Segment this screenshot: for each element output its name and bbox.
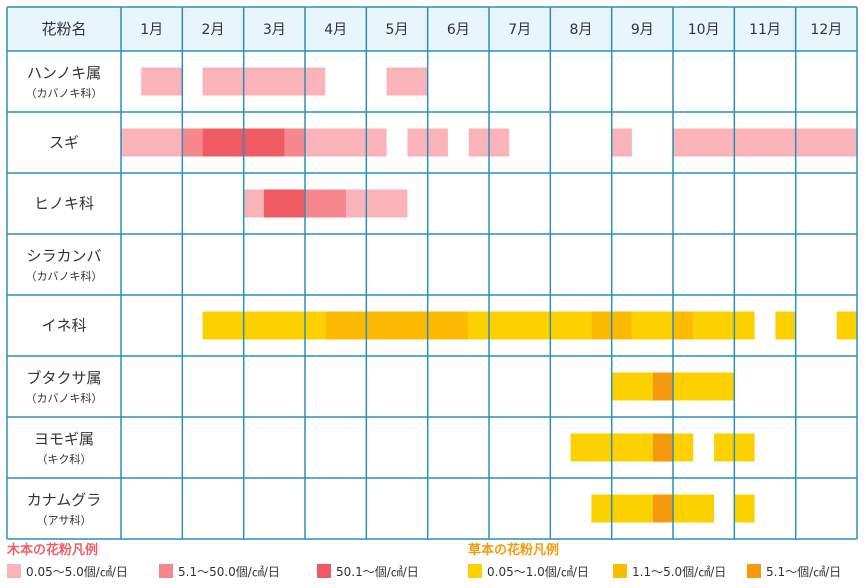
grass-legend-swatch-low — [468, 564, 482, 578]
row-name-7: ヨモギ属 — [34, 430, 94, 448]
grass-legend-item-mid: 1.1〜5.0個/㎠/日 — [613, 562, 726, 580]
tree-legend-label-mid: 5.1〜50.0個/㎠/日 — [178, 564, 280, 579]
grass-legend-item-low: 0.05〜1.0個/㎠/日 — [468, 562, 589, 580]
tree-legend-swatch-low — [7, 564, 21, 578]
month-label-12: 12月 — [810, 22, 842, 38]
pollen-bar-5-4 — [591, 311, 612, 340]
pollen-bar-5-6 — [631, 311, 673, 340]
tree-legend-item-low: 0.05〜5.0個/㎠/日 — [7, 562, 128, 580]
grass-legend-label-mid: 1.1〜5.0個/㎠/日 — [632, 564, 727, 579]
pollen-bar-3-1 — [243, 189, 264, 218]
pollen-bar-2-2 — [182, 128, 203, 157]
month-label-10: 10月 — [688, 22, 720, 38]
grass-legend-label-low: 0.05〜1.0個/㎠/日 — [487, 564, 589, 579]
pollen-bar-6-2 — [652, 372, 673, 401]
month-label-9: 9月 — [631, 22, 654, 38]
pollen-bar-5-8 — [693, 311, 755, 340]
pollen-bar-2-1 — [121, 128, 183, 157]
tree-legend-label-high: 50.1〜個/㎠/日 — [336, 564, 419, 579]
grass-legend-item-high: 5.1〜個/㎠/日 — [747, 562, 841, 580]
month-label-7: 7月 — [508, 22, 531, 38]
grass-legend-title: 草本の花粉凡例 — [468, 543, 560, 558]
row-subname-6: （カバノキ科） — [26, 391, 103, 405]
row-name-1: ハンノキ属 — [27, 64, 101, 82]
pollen-bar-2-5 — [284, 128, 305, 157]
month-label-2: 2月 — [202, 22, 225, 38]
month-label-4: 4月 — [324, 22, 347, 38]
pollen-bar-1-3 — [386, 67, 428, 96]
header-background — [7, 7, 857, 51]
row-name-8: カナムグラ — [27, 491, 102, 509]
month-label-8: 8月 — [570, 22, 593, 38]
row-name-6: ブタクサ属 — [26, 369, 101, 387]
pollen-bar-6-1 — [611, 372, 653, 401]
pollen-bar-5-7 — [673, 311, 694, 340]
pollen-bar-7-2 — [652, 433, 673, 462]
tree-legend-item-high: 50.1〜個/㎠/日 — [317, 562, 419, 580]
month-label-3: 3月 — [263, 22, 286, 38]
pollen-bar-2-9 — [611, 128, 632, 157]
tree-legend-label-low: 0.05〜5.0個/㎠/日 — [26, 564, 128, 579]
month-label-1: 1月 — [140, 22, 163, 38]
tree-legend-swatch-mid — [159, 564, 173, 578]
row-name-4: シラカンバ — [26, 247, 101, 265]
pollen-bar-8-2 — [652, 494, 673, 523]
pollen-bar-3-2 — [263, 189, 305, 218]
pollen-bar-3-4 — [346, 189, 408, 218]
month-label-6: 6月 — [447, 22, 470, 38]
pollen-bar-1-1 — [141, 67, 183, 96]
row-subname-7: （キク科） — [37, 452, 92, 466]
row-name-5: イネ科 — [41, 317, 86, 335]
grass-legend-swatch-mid — [613, 564, 627, 578]
header-name-label: 花粉名 — [41, 20, 86, 38]
pollen-bar-5-9 — [775, 311, 796, 340]
tree-legend-swatch-high — [317, 564, 331, 578]
pollen-bar-8-4 — [734, 494, 755, 523]
pollen-bar-5-10 — [836, 311, 857, 340]
tree-legend-title: 木本の花粉凡例 — [7, 543, 99, 558]
tree-legend-item-mid: 5.1〜50.0個/㎠/日 — [159, 562, 280, 580]
month-label-5: 5月 — [386, 22, 409, 38]
pollen-bar-8-1 — [591, 494, 653, 523]
grass-legend-label-high: 5.1〜個/㎠/日 — [766, 564, 842, 579]
pollen-bar-5-1 — [202, 311, 326, 340]
pollen-bar-1-2 — [202, 67, 326, 96]
pollen-bar-3-3 — [305, 189, 347, 218]
grass-legend-swatch-high — [747, 564, 761, 578]
pollen-bar-2-6 — [305, 128, 387, 157]
pollen-bar-5-3 — [468, 311, 592, 340]
pollen-bar-6-3 — [673, 372, 735, 401]
pollen-bar-8-3 — [673, 494, 715, 523]
pollen-bar-5-5 — [611, 311, 632, 340]
pollen-bar-2-10 — [673, 128, 857, 157]
row-subname-1: （カバノキ科） — [26, 86, 103, 100]
pollen-bar-2-4 — [243, 128, 285, 157]
row-subname-8: （アサ科） — [37, 513, 92, 527]
month-label-11: 11月 — [749, 22, 781, 38]
pollen-bar-2-3 — [202, 128, 244, 157]
row-subname-4: （カバノキ科） — [26, 269, 103, 283]
pollen-bar-7-3 — [673, 433, 694, 462]
row-name-2: スギ — [49, 134, 79, 152]
row-name-3: ヒノキ科 — [34, 195, 94, 213]
pollen-bar-5-2 — [325, 311, 469, 340]
